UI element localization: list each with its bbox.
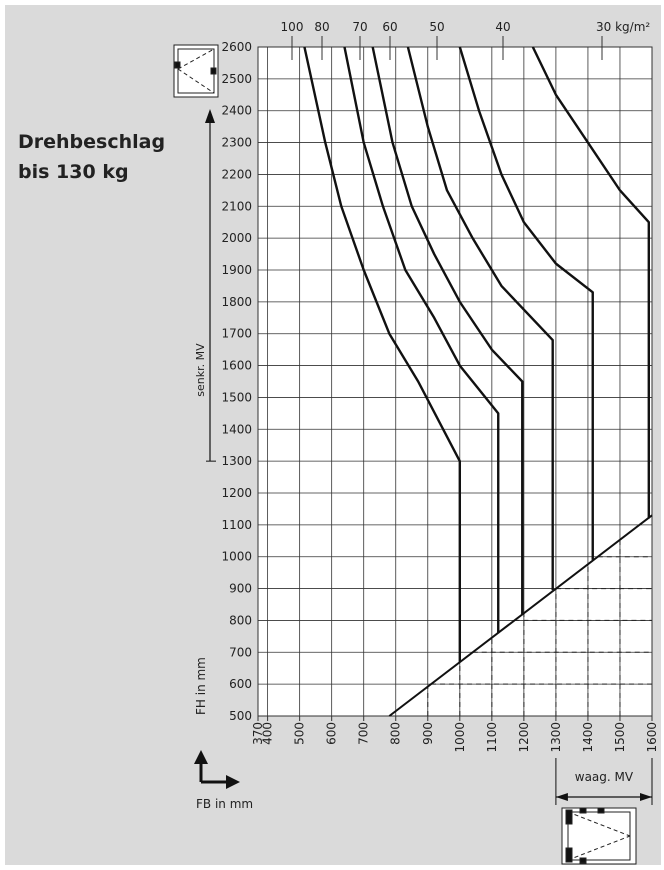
axis-arrows xyxy=(194,750,240,789)
curve-label: 80 xyxy=(314,20,329,34)
y-tick-label: 1900 xyxy=(221,263,252,277)
y-tick-label: 1500 xyxy=(221,390,252,404)
load-curve xyxy=(343,46,500,634)
x-tick-label: 1100 xyxy=(485,722,499,753)
y-tick-label: 900 xyxy=(229,582,252,596)
load-curve xyxy=(531,46,650,519)
curve-label: 60 xyxy=(382,20,397,34)
y-tick-label: 1300 xyxy=(221,454,252,468)
curve-label: 100 xyxy=(281,20,304,34)
y-tick-label: 1100 xyxy=(221,518,252,532)
y-tick-label: 1400 xyxy=(221,422,252,436)
x-tick-label: 370 xyxy=(251,722,265,745)
curve-label: 40 xyxy=(495,20,510,34)
x-tick-label: 600 xyxy=(325,722,339,745)
x-tick-label: 1600 xyxy=(645,722,659,753)
y-tick-label: 800 xyxy=(229,613,252,627)
range-label: waag. MV xyxy=(575,770,634,784)
curve-label: 70 xyxy=(352,20,367,34)
x-axis-label: FB in mm xyxy=(196,797,253,811)
range-arrowhead xyxy=(555,793,652,801)
x-tick-label: 900 xyxy=(421,722,435,745)
load-curve xyxy=(371,46,524,615)
load-curve xyxy=(458,46,594,560)
y-tick-label: 1700 xyxy=(221,327,252,341)
range-arrowhead xyxy=(205,109,215,123)
x-tick-label: 1000 xyxy=(453,722,467,753)
load-curve xyxy=(303,46,462,662)
y-tick-label: 2600 xyxy=(221,40,252,54)
y-axis-label: FH in mm xyxy=(194,657,208,715)
x-tick-label: 1400 xyxy=(581,722,595,753)
load-curve xyxy=(406,46,554,591)
y-tick-label: 600 xyxy=(229,677,252,691)
x-tick-label: 500 xyxy=(293,722,307,745)
x-tick-label: 700 xyxy=(357,722,371,745)
y-tick-label: 1000 xyxy=(221,550,252,564)
y-tick-label: 1800 xyxy=(221,295,252,309)
curve-label: 30 kg/m² xyxy=(596,20,650,34)
y-tick-label: 1600 xyxy=(221,359,252,373)
title-line: Drehbeschlag xyxy=(18,131,165,153)
y-tick-label: 1200 xyxy=(221,486,252,500)
x-tick-label: 1500 xyxy=(613,722,627,753)
x-tick-label: 1200 xyxy=(517,722,531,753)
plot-area xyxy=(258,47,652,716)
plot-frame xyxy=(257,46,653,717)
y-tick-label: 2300 xyxy=(221,136,252,150)
curve-label: 50 xyxy=(429,20,444,34)
y-tick-label: 2200 xyxy=(221,167,252,181)
y-tick-label: 500 xyxy=(229,709,252,723)
range-label: senkr. MV xyxy=(194,343,207,397)
window-icon xyxy=(173,44,219,98)
x-tick-label: 400 xyxy=(261,722,275,745)
x-tick-label: 1300 xyxy=(549,722,563,753)
y-tick-label: 2000 xyxy=(221,231,252,245)
window-icon xyxy=(561,807,637,865)
x-tick-label: 800 xyxy=(389,722,403,745)
title-line: bis 130 kg xyxy=(18,161,129,183)
y-tick-label: 700 xyxy=(229,645,252,659)
y-tick-label: 2400 xyxy=(221,104,252,118)
y-tick-label: 2500 xyxy=(221,72,252,86)
y-tick-label: 2100 xyxy=(221,199,252,213)
limit-line xyxy=(388,514,653,717)
